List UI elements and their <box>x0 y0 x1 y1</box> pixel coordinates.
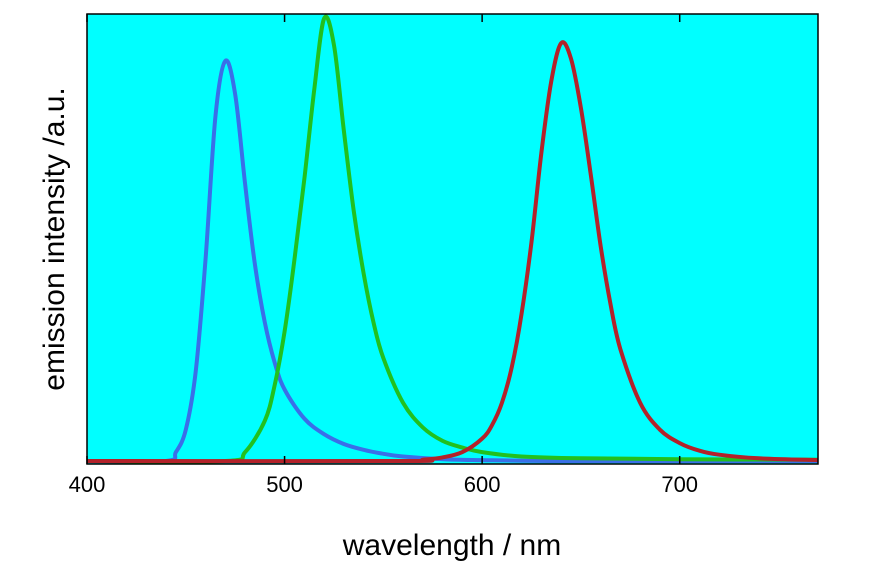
spectrum-line-3 <box>86 40 819 464</box>
spectrum-line-1 <box>86 58 818 464</box>
x-tick-label-400: 400 <box>69 472 106 497</box>
x-tick-label-500: 500 <box>266 472 303 497</box>
plot-frame <box>86 13 819 465</box>
plot-background <box>87 14 818 464</box>
spectrum-line-2 <box>86 14 819 464</box>
x-tick-label-700: 700 <box>661 472 698 497</box>
x-axis-label: wavelength / nm <box>342 529 561 562</box>
tick-layer: 400 500 600 700 <box>69 14 698 497</box>
series-layer <box>86 14 819 464</box>
y-axis-label: emission intensity /a.u. <box>38 87 71 390</box>
x-tick-label-600: 600 <box>464 472 501 497</box>
